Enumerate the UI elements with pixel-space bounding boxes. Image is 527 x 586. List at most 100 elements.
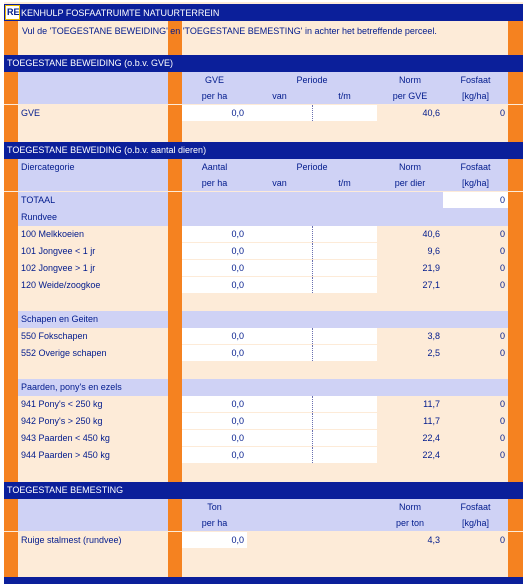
- period-to-input[interactable]: [312, 243, 377, 259]
- period-from-input[interactable]: [247, 447, 312, 463]
- row-border-mid: [168, 413, 182, 430]
- norm-value: 11,7: [423, 416, 440, 426]
- row-border-mid: [168, 105, 182, 122]
- period-to-input[interactable]: [312, 396, 377, 412]
- period-to-input[interactable]: [312, 277, 377, 293]
- row-border-left: [4, 105, 18, 122]
- col-header-fosfaat: Fosfaat: [460, 75, 491, 85]
- norm-value: 21,9: [422, 263, 440, 273]
- totaal-row-bg: [18, 192, 168, 209]
- row-border-mid: [168, 243, 182, 260]
- row-border-mid: [168, 430, 182, 447]
- period-to-input[interactable]: [312, 430, 377, 446]
- period-from-input[interactable]: [247, 105, 312, 121]
- norm-value: 22,4: [422, 450, 440, 460]
- period-from-input[interactable]: [247, 226, 312, 242]
- row-border-mid: [168, 21, 182, 55]
- quantity-input[interactable]: 0,0: [182, 105, 247, 121]
- row-border-left: [4, 549, 18, 577]
- period-from-input[interactable]: [247, 277, 312, 293]
- row-border-right: [508, 379, 523, 396]
- fosfaat-value: 0: [499, 108, 505, 118]
- period-to-input[interactable]: [312, 413, 377, 429]
- row-label: Ruige stalmest (rundvee): [21, 535, 122, 545]
- group-header-bg: [18, 379, 168, 396]
- header-cell: [18, 72, 168, 104]
- quantity-input[interactable]: 0,0: [182, 345, 247, 361]
- period-to-input[interactable]: [312, 328, 377, 344]
- quantity-input[interactable]: 0,0: [182, 260, 247, 276]
- group-header: Rundvee: [21, 212, 58, 222]
- group-header: Schapen en Geiten: [21, 314, 99, 324]
- group-header-bg: [18, 209, 168, 226]
- row-border-left: [4, 260, 18, 277]
- row-border-mid: [168, 549, 182, 577]
- quantity-input[interactable]: 0,0: [182, 447, 247, 463]
- row-border-right: [508, 311, 523, 328]
- row-border-left: [4, 72, 18, 104]
- norm-value: 22,4: [422, 433, 440, 443]
- norm-value: 40,6: [422, 229, 440, 239]
- period-from-input[interactable]: [247, 260, 312, 276]
- row-border-right: [508, 396, 523, 413]
- row-border-left: [4, 430, 18, 447]
- row-border-mid: [168, 277, 182, 294]
- totaal-value: 0: [443, 192, 508, 208]
- period-to-input[interactable]: [312, 105, 377, 121]
- title-cell-fragment[interactable]: RE: [5, 5, 20, 20]
- header-cell: [18, 159, 168, 191]
- quantity-input[interactable]: 0,0: [182, 532, 247, 548]
- section-title-bemesting: TOEGESTANE BEMESTING: [4, 482, 523, 499]
- period-from-input[interactable]: [247, 328, 312, 344]
- row-border-right: [508, 532, 523, 549]
- group-header: Paarden, pony's en ezels: [21, 382, 122, 392]
- quantity-input[interactable]: 0,0: [182, 277, 247, 293]
- fosfaat-value: 0: [499, 399, 505, 409]
- row-border-left: [4, 413, 18, 430]
- header-cells: [182, 72, 508, 104]
- quantity-input[interactable]: 0,0: [182, 328, 247, 344]
- period-to-input[interactable]: [312, 260, 377, 276]
- period-from-input[interactable]: [247, 396, 312, 412]
- fosfaat-value: 0: [499, 246, 505, 256]
- row-border-left: [4, 21, 18, 55]
- row-border-right: [508, 226, 523, 243]
- quantity-input[interactable]: 0,0: [182, 396, 247, 412]
- quantity-input[interactable]: 0,0: [182, 413, 247, 429]
- row-label: 102 Jongvee > 1 jr: [21, 263, 96, 273]
- header-cells: [182, 159, 508, 191]
- col-header-norm-unit: per ton: [395, 518, 425, 528]
- row-border-right: [508, 192, 523, 209]
- group-header-bg: [182, 311, 508, 328]
- period-to-input[interactable]: [312, 345, 377, 361]
- row-label: 100 Melkkoeien: [21, 229, 85, 239]
- period-to-input[interactable]: [312, 226, 377, 242]
- row-border-right: [508, 345, 523, 362]
- row-border-mid: [168, 532, 182, 549]
- period-to-input[interactable]: [312, 447, 377, 463]
- quantity-input[interactable]: 0,0: [182, 430, 247, 446]
- norm-value: 9,6: [427, 246, 440, 256]
- row-border-left: [4, 362, 18, 379]
- row-border-left: [4, 532, 18, 549]
- period-from-input[interactable]: [247, 243, 312, 259]
- row-border-right: [508, 413, 523, 430]
- row-border-mid: [168, 464, 182, 482]
- norm-value: 3,8: [427, 331, 440, 341]
- col-header-category: Diercategorie: [21, 162, 75, 172]
- norm-value: 40,6: [422, 108, 440, 118]
- row-border-right: [508, 243, 523, 260]
- col-header-tm: t/m: [338, 91, 351, 101]
- col-header-norm-unit: per GVE: [392, 91, 428, 101]
- row-border-left: [4, 243, 18, 260]
- period-from-input[interactable]: [247, 345, 312, 361]
- row-label: 942 Pony's > 250 kg: [21, 416, 103, 426]
- row-border-right: [508, 277, 523, 294]
- col-header-qty: Aantal: [201, 162, 228, 172]
- row-label: 944 Paarden > 450 kg: [21, 450, 110, 460]
- period-from-input[interactable]: [247, 413, 312, 429]
- period-from-input[interactable]: [247, 430, 312, 446]
- quantity-input[interactable]: 0,0: [182, 226, 247, 242]
- quantity-input[interactable]: 0,0: [182, 243, 247, 259]
- row-border-left: [4, 396, 18, 413]
